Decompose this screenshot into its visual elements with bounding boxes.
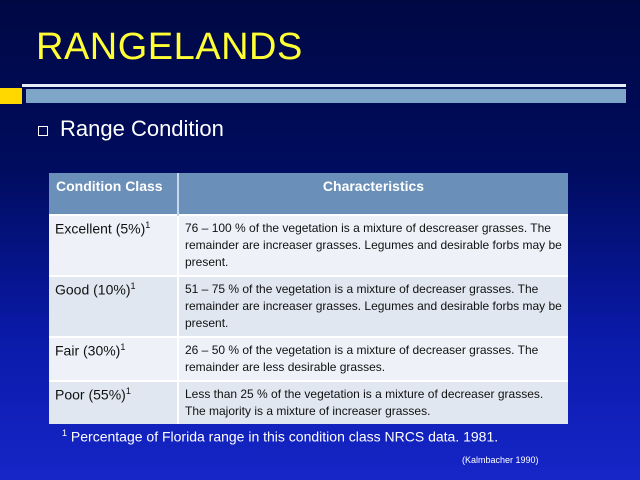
table-row: Good (10%)1 51 – 75 % of the vegetation … bbox=[49, 275, 568, 337]
characteristics-cell: Less than 25 % of the vegetation is a mi… bbox=[178, 380, 568, 424]
accent-block bbox=[0, 88, 22, 104]
condition-class-cell: Fair (30%)1 bbox=[49, 336, 179, 381]
footnote: 1 Percentage of Florida range in this co… bbox=[62, 428, 499, 445]
table-header-row: Condition Class Characteristics bbox=[49, 173, 568, 215]
bullet-item: Range Condition bbox=[38, 116, 224, 142]
characteristics-cell: 26 – 50 % of the vegetation is a mixture… bbox=[178, 336, 568, 381]
divider-bar bbox=[26, 89, 626, 103]
characteristics-cell: 51 – 75 % of the vegetation is a mixture… bbox=[178, 275, 568, 337]
table-row: Fair (30%)1 26 – 50 % of the vegetation … bbox=[49, 336, 568, 381]
table-row: Excellent (5%)1 76 – 100 % of the vegeta… bbox=[49, 214, 568, 276]
characteristics-cell: 76 – 100 % of the vegetation is a mixtur… bbox=[178, 214, 568, 276]
slide-title: RANGELANDS bbox=[36, 26, 303, 68]
condition-class-cell: Poor (55%)1 bbox=[49, 380, 179, 424]
condition-class-cell: Excellent (5%)1 bbox=[49, 214, 179, 276]
square-bullet-icon bbox=[38, 126, 48, 136]
header-condition-class: Condition Class bbox=[49, 173, 179, 215]
bullet-text: Range Condition bbox=[60, 116, 224, 141]
header-characteristics: Characteristics bbox=[178, 173, 568, 215]
condition-table: Condition Class Characteristics Excellen… bbox=[49, 173, 568, 424]
divider-line bbox=[22, 84, 626, 87]
title-divider bbox=[0, 84, 640, 106]
condition-class-cell: Good (10%)1 bbox=[49, 275, 179, 337]
table-row: Poor (55%)1 Less than 25 % of the vegeta… bbox=[49, 380, 568, 424]
citation: (Kalmbacher 1990) bbox=[462, 455, 539, 465]
